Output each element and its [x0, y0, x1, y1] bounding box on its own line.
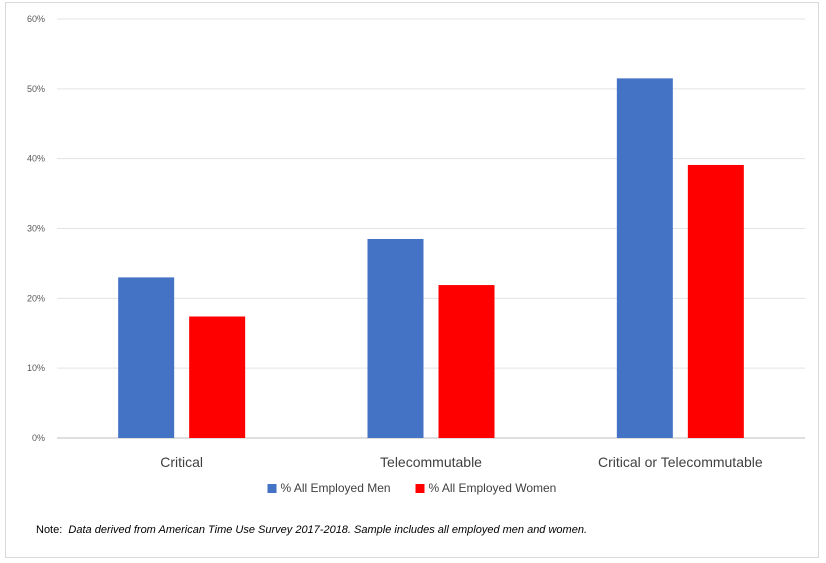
legend-label: % All Employed Men: [281, 481, 391, 495]
y-tick-label: 0%: [32, 433, 45, 443]
category-labels: Critical Telecommutable Critical or Teleco…: [160, 454, 763, 470]
bar-men-2: [367, 238, 424, 438]
bar-men-1: [118, 277, 175, 438]
y-axis-ticks: 0% 10% 20% 30% 40% 50% 60%: [27, 14, 45, 443]
y-tick-label: 30%: [27, 224, 45, 234]
y-tick-label: 60%: [27, 14, 45, 24]
legend: % All Employed Men % All Employed Women: [267, 481, 557, 495]
gridlines: [57, 18, 805, 439]
bars: [118, 78, 744, 438]
category-label: Critical: [160, 454, 203, 470]
bar-women-2: [438, 285, 495, 438]
legend-swatch: [267, 484, 277, 493]
category-label: Telecommutable: [380, 454, 482, 470]
note-prefix: Note:: [36, 524, 63, 536]
y-tick-label: 50%: [27, 84, 45, 94]
category-label: Critical or Telecommutable: [598, 454, 763, 470]
chart-note: Note: Data derived from American Time Us…: [36, 524, 587, 536]
y-tick-label: 20%: [27, 293, 45, 303]
legend-swatch: [415, 484, 425, 493]
note-text: Data derived from American Time Use Surv…: [68, 524, 588, 536]
bar-women-3: [687, 164, 744, 438]
bar-men-3: [616, 78, 673, 438]
legend-label: % All Employed Women: [429, 481, 557, 495]
bar-women-1: [189, 316, 246, 438]
y-tick-label: 10%: [27, 363, 45, 373]
y-tick-label: 40%: [27, 154, 45, 164]
